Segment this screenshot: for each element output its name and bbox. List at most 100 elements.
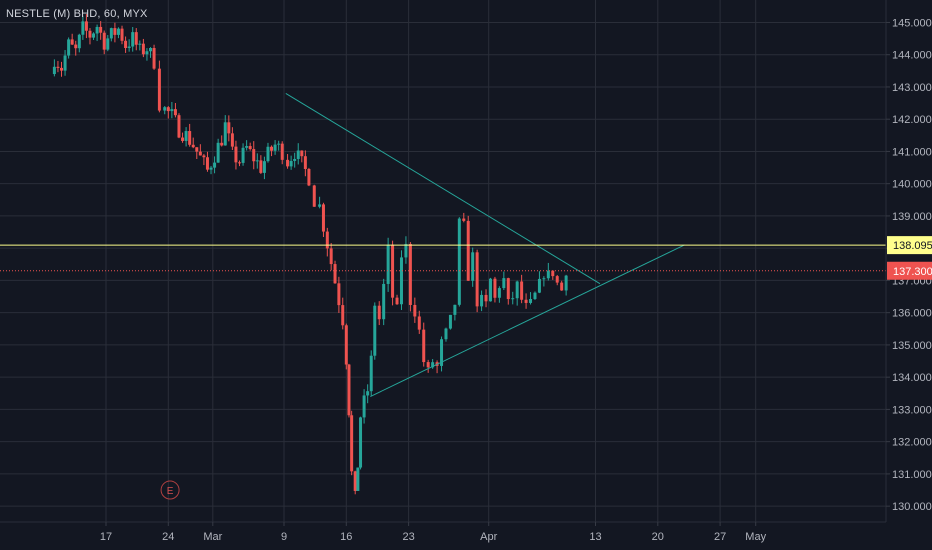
candle-body xyxy=(145,51,149,55)
time-tick-label: Apr xyxy=(480,531,497,543)
candle-body xyxy=(181,137,185,141)
candle-body xyxy=(127,46,131,48)
candle-body xyxy=(529,298,533,303)
candle-body xyxy=(52,66,56,75)
candle-body xyxy=(270,146,274,151)
candle-body xyxy=(484,294,488,302)
candle-body xyxy=(417,316,421,330)
time-axis[interactable]: 17 24 Mar 9 16 23 Apr 13 20 27 May xyxy=(100,522,767,543)
price-tick-label: 142.000 xyxy=(892,114,932,126)
drawing-layer: E xyxy=(0,92,886,500)
candle-body xyxy=(60,67,63,71)
candle-body xyxy=(289,160,293,167)
candle-body xyxy=(202,155,206,158)
candle-body xyxy=(408,243,412,305)
candle-body xyxy=(524,299,528,303)
candle-body xyxy=(395,297,399,305)
time-tick-label: 17 xyxy=(100,531,112,543)
candle-body xyxy=(216,142,220,163)
price-labels: 138.095 137.300 xyxy=(887,236,932,280)
candle-body xyxy=(555,276,559,283)
candle-body xyxy=(300,150,304,157)
candle-body xyxy=(266,146,270,162)
candle-body xyxy=(149,48,152,52)
time-tick-label: 16 xyxy=(340,531,352,543)
earnings-marker-label: E xyxy=(167,486,174,497)
candle-body xyxy=(515,281,519,299)
candle-body xyxy=(356,467,360,491)
candle-body xyxy=(391,244,395,298)
candle-body xyxy=(173,109,177,116)
candle-body xyxy=(362,395,366,418)
price-tick-label: 132.000 xyxy=(892,437,932,449)
candle-body xyxy=(252,149,256,162)
candle-body xyxy=(92,33,96,38)
candle-body xyxy=(84,21,88,31)
candle-body xyxy=(453,304,457,315)
candle-body xyxy=(273,144,277,151)
candle-body xyxy=(386,244,390,284)
candle-body xyxy=(440,339,444,366)
time-tick-label: 20 xyxy=(652,531,664,543)
earnings-marker-icon xyxy=(160,480,180,500)
candle-body xyxy=(466,220,470,281)
candle-body xyxy=(560,282,564,291)
candle-body xyxy=(413,304,417,317)
last-price-tag xyxy=(887,261,932,280)
candle-body xyxy=(359,417,363,468)
candle-body xyxy=(157,68,161,111)
price-tick-label: 135.000 xyxy=(892,340,932,352)
trendline xyxy=(370,244,685,397)
candle-body xyxy=(448,314,452,329)
price-tick-label: 134.000 xyxy=(892,372,932,384)
candle-body xyxy=(248,146,252,150)
candle-body xyxy=(377,305,381,320)
candle-body xyxy=(293,158,297,161)
candle-body xyxy=(493,278,497,298)
time-tick-label: 27 xyxy=(714,531,726,543)
candle-body xyxy=(462,218,466,221)
candle-body xyxy=(56,66,60,68)
candle-body xyxy=(88,30,92,38)
candle-body xyxy=(152,48,156,69)
candle-body xyxy=(220,142,224,146)
candle-body xyxy=(124,40,128,48)
candle-body xyxy=(116,28,120,35)
candle-body xyxy=(255,160,259,162)
candle-body xyxy=(134,32,138,45)
candle-body xyxy=(296,150,300,159)
candle-body xyxy=(170,109,174,112)
candle-body xyxy=(191,144,195,148)
time-axis-background xyxy=(0,522,932,550)
price-tick-label: 141.000 xyxy=(892,146,932,158)
candle-body xyxy=(325,231,329,249)
candle-body xyxy=(141,43,145,55)
candle-body xyxy=(382,283,386,320)
candle-body xyxy=(533,292,537,299)
candle-body xyxy=(262,161,266,173)
candle-body xyxy=(321,204,325,232)
candle-body xyxy=(120,28,124,41)
candle-body xyxy=(163,107,167,111)
candle-body xyxy=(475,252,479,307)
candle-body xyxy=(347,364,351,416)
candle-body xyxy=(63,55,67,71)
candle-body xyxy=(230,133,234,147)
candle-body xyxy=(537,278,541,293)
candle-body xyxy=(234,146,238,163)
candle-body xyxy=(277,143,281,145)
time-tick-label: 23 xyxy=(402,531,414,543)
candle-body xyxy=(422,329,426,363)
candle-body xyxy=(502,278,506,289)
candle-body xyxy=(138,43,142,45)
time-tick-label: 9 xyxy=(281,531,287,543)
time-tick-label: 13 xyxy=(589,531,601,543)
candle-body xyxy=(209,167,213,170)
candle-body xyxy=(511,298,515,300)
candle-body xyxy=(188,131,192,145)
candle-body xyxy=(341,305,345,326)
candle-body xyxy=(70,39,74,45)
